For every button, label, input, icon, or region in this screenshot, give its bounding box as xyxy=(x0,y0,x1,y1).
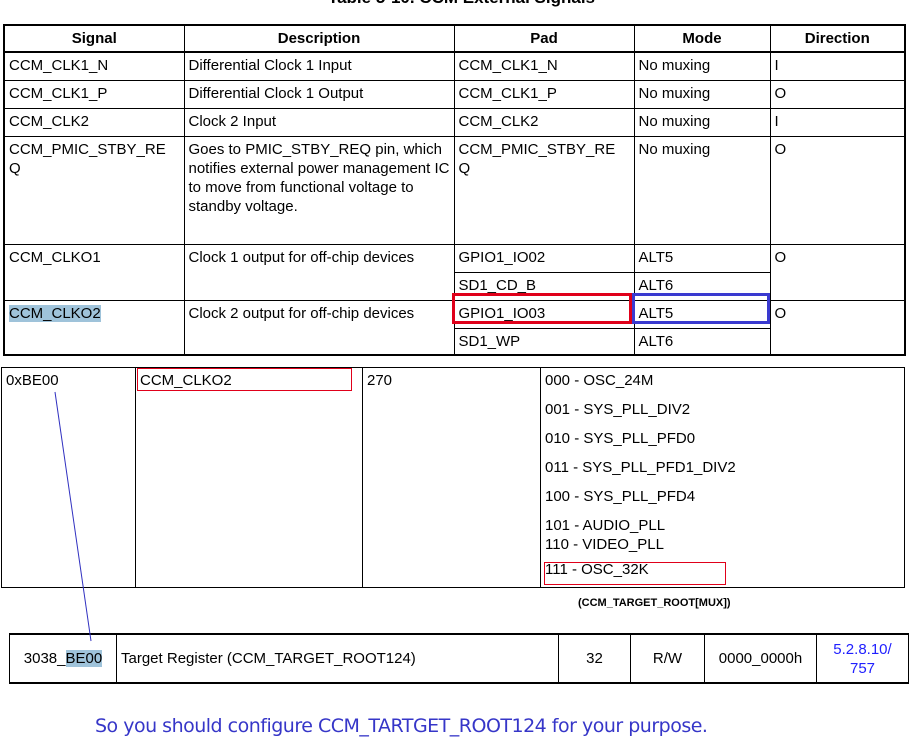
index-cell: 270 xyxy=(362,367,541,588)
direction-cell: I xyxy=(769,107,906,137)
section-number[interactable]: 5.2.8.10/ xyxy=(833,640,892,658)
table-row: CCM_PMIC_STBY_RE Q Goes to PMIC_STBY_REQ… xyxy=(3,135,906,245)
address-cell: 3038_BE00 xyxy=(9,633,117,684)
section-link[interactable]: 5.2.8.10/757 xyxy=(816,633,909,684)
direction-cell: O xyxy=(769,243,906,301)
table-row: CCM_CLKO2 Clock 2 output for off-chip de… xyxy=(3,299,906,355)
options-cell: 000 - OSC_24M 001 - SYS_PLL_DIV2 010 - S… xyxy=(540,367,905,588)
highlighted-signal: CCM_CLKO2 xyxy=(9,304,101,322)
width-cell: 32 xyxy=(558,633,631,684)
pad-cell: CCM_CLK2 xyxy=(453,107,635,137)
table-row: CCM_CLK2 Clock 2 Input CCM_CLK2 No muxin… xyxy=(3,107,906,137)
mux-option: 001 - SYS_PLL_DIV2 xyxy=(545,401,691,418)
header-row: Signal Description Pad Mode Direction xyxy=(3,24,906,53)
name-cell: CCM_CLKO2 xyxy=(135,367,363,588)
header-mode: Mode xyxy=(633,24,771,53)
mode-cell: ALT6 xyxy=(633,327,771,355)
option-red-box xyxy=(544,562,726,585)
register-row: 3038_BE00 Target Register (CCM_TARGET_RO… xyxy=(9,633,909,684)
mux-option: 110 - VIDEO_PLL xyxy=(545,536,664,553)
signals-table: Signal Description Pad Mode Direction CC… xyxy=(3,24,906,356)
signal-cell: CCM_PMIC_STBY_RE Q xyxy=(3,135,185,245)
description-cell: Clock 2 output for off-chip devices xyxy=(183,299,455,355)
mux-option: 111 - OSC_32K xyxy=(545,561,649,578)
direction-cell: O xyxy=(769,135,906,245)
reset-cell: 0000_0000h xyxy=(704,633,817,684)
header-description: Description xyxy=(183,24,455,53)
page-number[interactable]: 757 xyxy=(849,659,876,677)
direction-cell: O xyxy=(769,79,906,109)
mux-caption: (CCM_TARGET_ROOT[MUX]) xyxy=(578,597,731,609)
address-prefix: 3038_ xyxy=(23,650,66,667)
note-text: So you should configure CCM_TARTGET_ROOT… xyxy=(95,715,708,737)
description-cell: Goes to PMIC_STBY_REQ pin, which notifie… xyxy=(183,135,455,245)
red-highlight-box xyxy=(452,293,632,324)
description-cell: Clock 2 Input xyxy=(183,107,455,137)
pad-cell: CCM_CLK1_N xyxy=(453,51,635,81)
address-suffix: BE00 xyxy=(65,650,103,667)
blue-highlight-box xyxy=(632,293,770,324)
pad-cell: SD1_WP xyxy=(453,327,635,355)
mux-option: 010 - SYS_PLL_PFD0 xyxy=(545,430,696,447)
mux-option: 100 - SYS_PLL_PFD4 xyxy=(545,488,696,505)
header-direction: Direction xyxy=(769,24,906,53)
signal-cell: CCM_CLKO2 xyxy=(3,299,185,355)
pad-cell: CCM_PMIC_STBY_RE Q xyxy=(453,135,635,245)
direction-cell: O xyxy=(769,299,906,355)
register-description: Target Register (CCM_TARGET_ROOT124) xyxy=(116,633,559,684)
description-cell: Differential Clock 1 Output xyxy=(183,79,455,109)
signal-cell: CCM_CLK2 xyxy=(3,107,185,137)
table-row: SD1_WP ALT6 xyxy=(4,327,905,355)
header-signal: Signal xyxy=(3,24,185,53)
direction-cell: I xyxy=(769,51,906,81)
mux-option: 011 - SYS_PLL_PFD1_DIV2 xyxy=(545,459,736,476)
table-row: CCM_CLKO1 Clock 1 output for off-chip de… xyxy=(3,243,906,301)
header-pad: Pad xyxy=(453,24,635,53)
signal-cell: CCM_CLKO1 xyxy=(3,243,185,301)
mux-option: 101 - AUDIO_PLL xyxy=(545,517,666,534)
table-row: CCM_CLK1_P Differential Clock 1 Output C… xyxy=(3,79,906,109)
description-cell: Clock 1 output for off-chip devices xyxy=(183,243,455,301)
description-cell: Differential Clock 1 Input xyxy=(183,51,455,81)
mux-option: 000 - OSC_24M xyxy=(545,372,654,389)
mode-cell: No muxing xyxy=(633,79,771,109)
table-title: Table 5-10. CCM External Signals xyxy=(0,0,923,8)
pad-cell: CCM_CLK1_P xyxy=(453,79,635,109)
register-table: 3038_BE00 Target Register (CCM_TARGET_RO… xyxy=(9,633,909,684)
name-red-box xyxy=(137,368,352,391)
pad-cell: GPIO1_IO02 xyxy=(453,243,635,273)
mux-table: 0xBE00 CCM_CLKO2 270 000 - OSC_24M 001 -… xyxy=(1,367,905,588)
mode-cell: No muxing xyxy=(633,107,771,137)
offset-cell: 0xBE00 xyxy=(1,367,136,588)
